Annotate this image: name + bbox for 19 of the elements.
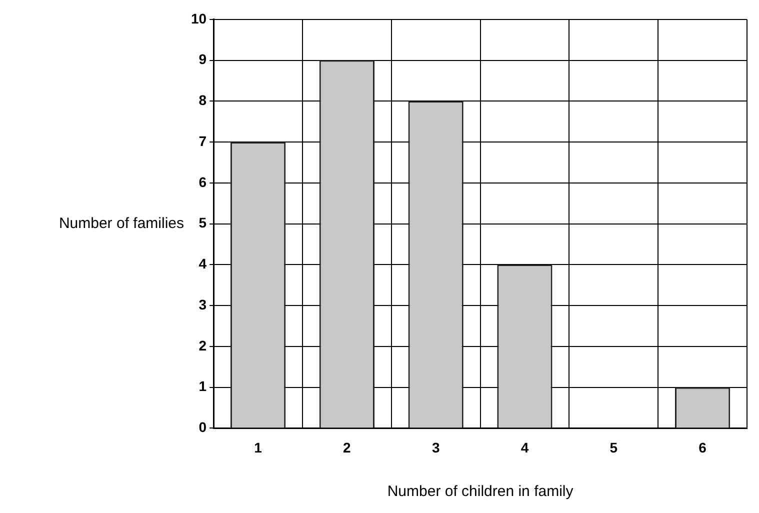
y-tick-label: 3: [198, 296, 207, 312]
y-tick-label: 8: [198, 92, 207, 108]
y-tick-label: 5: [198, 214, 207, 231]
y-tick-label: 6: [198, 174, 207, 190]
x-tick-label: 6: [698, 439, 707, 456]
y-tick-label: 7: [198, 132, 207, 149]
y-tick-label: 1: [198, 378, 207, 394]
y-tick-label: 9: [198, 51, 207, 68]
x-tick-label: 4: [520, 439, 529, 456]
y-tick-label: 10: [190, 10, 207, 26]
y-axis-title: Number of families: [58, 214, 184, 232]
x-axis-title: Number of children in family: [387, 483, 574, 500]
y-tick-label: 0: [198, 419, 207, 436]
x-tick-label: 1: [254, 439, 262, 456]
y-tick-label: 2: [198, 337, 207, 354]
x-tick-label: 2: [343, 439, 352, 456]
x-tick-label: 5: [610, 439, 618, 456]
y-tick-label: 4: [198, 256, 207, 272]
x-tick-label: 3: [432, 439, 440, 456]
